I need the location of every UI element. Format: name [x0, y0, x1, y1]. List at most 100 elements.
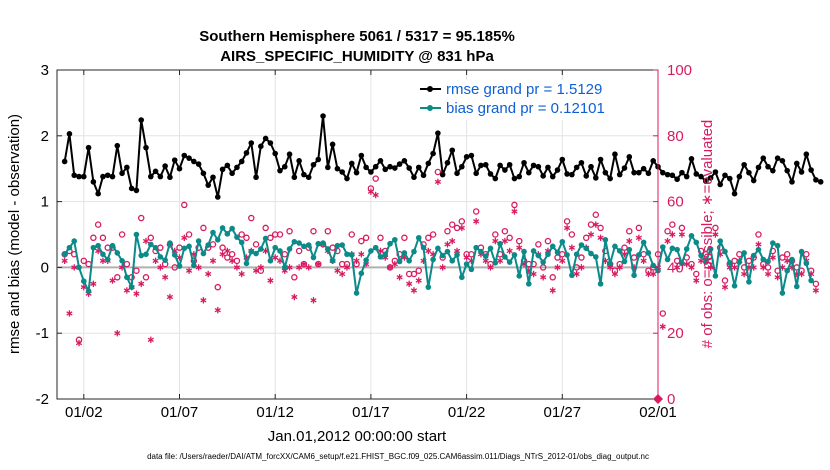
bias-point	[363, 257, 369, 263]
obs-evaluated-point	[530, 270, 537, 278]
legend-bias-label: bias grand pr = 0.12101	[446, 100, 605, 117]
x-tick-label: 01/27	[544, 404, 582, 421]
obs-evaluated-point	[200, 297, 207, 304]
obs-possible-point	[415, 267, 422, 274]
obs-evaluated-point	[157, 264, 164, 271]
rmse-point	[147, 173, 154, 180]
obs-possible-point	[401, 234, 408, 242]
obs-evaluated-point	[712, 231, 719, 238]
obs-evaluated-point	[444, 241, 451, 248]
rmse-point	[90, 179, 97, 185]
rmse-point	[626, 154, 633, 160]
obs-evaluated-point	[391, 260, 398, 268]
bias-point	[191, 262, 197, 269]
bias-point	[439, 252, 446, 259]
bias-point	[674, 246, 680, 253]
bias-point	[659, 244, 666, 250]
obs-evaluated-point	[563, 224, 571, 232]
bias-point	[621, 258, 628, 265]
rmse-point	[736, 173, 743, 180]
rmse-point	[66, 131, 73, 137]
x-tick-label: 02/01	[639, 404, 677, 421]
obs-evaluated-point	[492, 237, 499, 245]
bias-point	[253, 250, 259, 257]
right-tick-label: 40	[667, 259, 684, 276]
obs-evaluated-point	[185, 267, 193, 274]
bias-point	[755, 246, 762, 253]
rmse-point	[492, 175, 499, 182]
bias-point	[138, 252, 145, 259]
bias-point	[176, 263, 183, 269]
obs-evaluated-point	[296, 264, 303, 271]
obs-possible-point	[587, 221, 595, 228]
obs-evaluated-point	[205, 270, 212, 278]
rmse-point	[224, 162, 231, 169]
rmse-point	[535, 163, 542, 170]
rmse-point	[315, 156, 322, 163]
obs-possible-point	[348, 231, 356, 238]
obs-evaluated-point	[133, 290, 140, 297]
rmse-point	[238, 158, 245, 165]
x-tick-label: 01/02	[65, 404, 103, 421]
rmse-point	[722, 172, 728, 179]
bias-point	[463, 261, 470, 267]
rmse-point	[679, 169, 685, 176]
obs-evaluated-point	[592, 221, 599, 228]
bias-point	[310, 254, 317, 261]
bias-point	[258, 246, 264, 252]
obs-possible-point	[80, 257, 88, 265]
rmse-point	[210, 174, 216, 181]
obs-evaluated-point	[640, 257, 647, 265]
bias-point	[449, 258, 456, 264]
bias-point	[200, 250, 207, 257]
bias-point	[459, 274, 465, 281]
obs-evaluated-point	[496, 257, 504, 265]
obs-evaluated-point	[415, 277, 422, 284]
rmse-point	[291, 174, 298, 181]
obs-evaluated-point	[568, 244, 575, 251]
bias-point	[731, 283, 738, 289]
obs-possible-point	[377, 234, 384, 242]
rmse-point	[540, 173, 546, 179]
obs-possible-point	[252, 241, 260, 248]
bias-point	[109, 242, 116, 249]
bias-point	[698, 252, 704, 259]
rmse-point	[430, 150, 436, 157]
obs-evaluated-point	[683, 260, 690, 268]
rmse-point	[808, 167, 814, 173]
bias-point	[368, 248, 374, 254]
bias-point	[214, 236, 221, 243]
rmse-point	[511, 175, 518, 182]
obs-possible-point	[659, 310, 667, 317]
obs-evaluated-point	[219, 251, 226, 258]
rmse-point	[329, 141, 336, 148]
right-axis-ticks: 0 20 40 60 80 100	[653, 62, 692, 408]
obs-possible-point	[185, 231, 193, 238]
bias-point	[554, 249, 561, 256]
bias-point	[296, 240, 302, 246]
obs-possible-point	[99, 234, 107, 242]
rmse-point	[468, 152, 475, 159]
rmse-point	[750, 177, 757, 184]
obs-evaluated-point	[181, 234, 188, 241]
rmse-point	[463, 154, 470, 160]
obs-possible-point	[224, 254, 231, 261]
obs-evaluated-point	[578, 264, 585, 271]
obs-evaluated-point	[142, 237, 150, 245]
bias-point	[334, 242, 341, 249]
obs-possible-point	[664, 227, 671, 235]
bias-point	[789, 256, 795, 263]
obs-possible-point	[286, 227, 293, 235]
rmse-point	[152, 168, 159, 175]
bias-point	[526, 281, 532, 287]
bias-point	[272, 244, 278, 251]
rmse-point	[717, 181, 724, 188]
obs-evaluated-point	[769, 254, 776, 261]
left-tick-label: -2	[36, 391, 49, 408]
obs-evaluated-point	[812, 287, 820, 294]
obs-possible-point	[803, 250, 810, 258]
bias-point	[793, 283, 800, 290]
obs-possible-point	[90, 234, 97, 242]
rmse-point	[530, 162, 537, 169]
obs-evaluated-point	[511, 208, 518, 215]
